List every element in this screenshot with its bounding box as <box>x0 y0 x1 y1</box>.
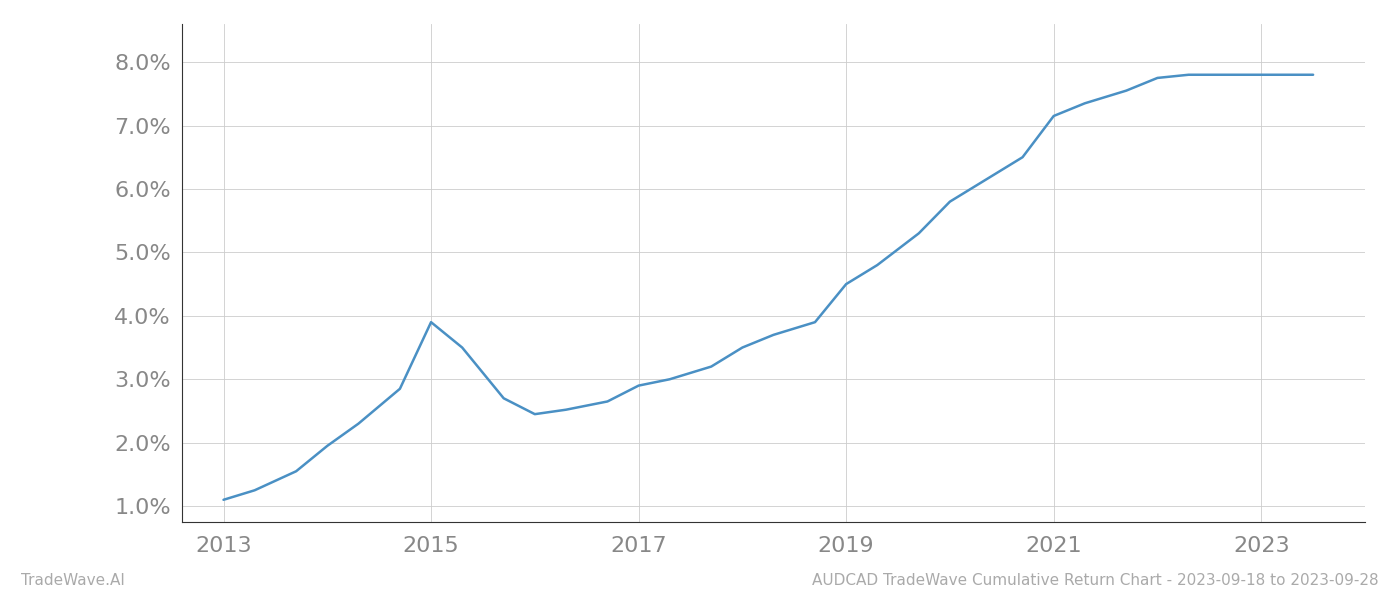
Text: TradeWave.AI: TradeWave.AI <box>21 573 125 588</box>
Text: AUDCAD TradeWave Cumulative Return Chart - 2023-09-18 to 2023-09-28: AUDCAD TradeWave Cumulative Return Chart… <box>812 573 1379 588</box>
